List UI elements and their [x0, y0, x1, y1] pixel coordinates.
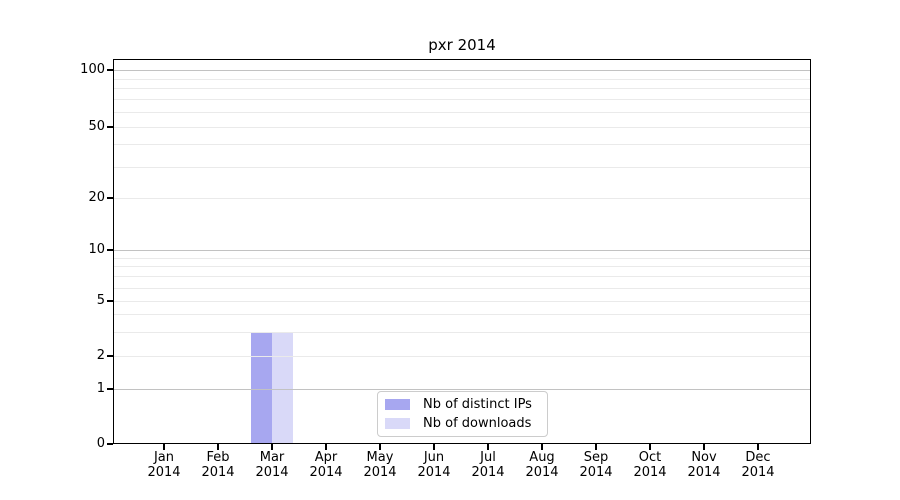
- x-tick-label-year: 2014: [525, 465, 559, 480]
- x-tick-label: Jun 2014: [402, 450, 466, 480]
- y-tick-label: 20: [88, 190, 105, 205]
- x-tick-label: Jul 2014: [456, 450, 520, 480]
- x-tick-label-year: 2014: [201, 465, 235, 480]
- x-tick-label-year: 2014: [309, 465, 343, 480]
- gridline-minor: [114, 144, 810, 146]
- y-tick: [107, 126, 113, 128]
- x-tick-label: Mar 2014: [240, 450, 304, 480]
- x-tick-label: Oct 2014: [618, 450, 682, 480]
- x-tick: [379, 444, 381, 450]
- x-tick: [217, 444, 219, 450]
- legend-label: Nb of downloads: [423, 415, 532, 431]
- y-tick-label: 100: [80, 62, 105, 77]
- gridline-minor: [114, 198, 810, 199]
- y-tick: [107, 443, 113, 445]
- gridline-minor: [114, 99, 810, 101]
- y-tick: [107, 300, 113, 302]
- x-tick-label-month: Oct: [638, 450, 662, 465]
- x-tick-label-month: Jan: [153, 450, 175, 465]
- x-tick-label-year: 2014: [471, 465, 505, 480]
- gridline-minor: [114, 166, 810, 168]
- y-tick-label: 50: [88, 119, 105, 134]
- x-tick-label: Feb 2014: [186, 450, 250, 480]
- legend: Nb of distinct IPs Nb of downloads: [377, 391, 548, 437]
- x-tick-label: Dec 2014: [726, 450, 790, 480]
- y-tick: [107, 69, 113, 71]
- y-tick: [107, 249, 113, 251]
- y-tick-label: 2: [96, 348, 105, 363]
- plot-border: [113, 59, 811, 444]
- x-tick-label: Nov 2014: [672, 450, 736, 480]
- x-tick-label: Aug 2014: [510, 450, 574, 480]
- x-tick-label-month: Apr: [314, 450, 338, 465]
- x-tick-label-year: 2014: [255, 465, 289, 480]
- y-tick: [107, 355, 113, 357]
- y-tick-label: 5: [96, 293, 105, 308]
- x-tick-label: Apr 2014: [294, 450, 358, 480]
- x-tick-label-year: 2014: [633, 465, 667, 480]
- gridline-minor: [114, 331, 810, 333]
- gridline-minor: [114, 356, 810, 357]
- x-tick-label-year: 2014: [363, 465, 397, 480]
- x-tick-label-month: Jun: [423, 450, 445, 465]
- bar-distinct-ips: [251, 331, 272, 444]
- x-tick: [325, 444, 327, 450]
- legend-swatch-downloads: [385, 418, 410, 429]
- x-tick-label-month: Sep: [583, 450, 609, 465]
- x-tick: [703, 444, 705, 450]
- gridline-minor: [114, 314, 810, 316]
- x-tick: [271, 444, 273, 450]
- y-tick-label: 1: [96, 381, 105, 396]
- x-tick: [487, 444, 489, 450]
- gridline-major: [114, 250, 810, 251]
- x-tick-label-year: 2014: [579, 465, 613, 480]
- x-tick-label-year: 2014: [741, 465, 775, 480]
- x-tick: [757, 444, 759, 450]
- x-tick: [433, 444, 435, 450]
- x-tick-label-year: 2014: [687, 465, 721, 480]
- x-tick-label-month: Mar: [259, 450, 285, 465]
- gridline-minor: [114, 78, 810, 80]
- y-tick: [107, 388, 113, 390]
- x-tick-label-month: Nov: [691, 450, 717, 465]
- gridline-minor: [114, 276, 810, 278]
- x-tick: [649, 444, 651, 450]
- legend-row: Nb of downloads: [385, 416, 547, 432]
- x-tick-label-month: Aug: [529, 450, 555, 465]
- x-tick-label: Jan 2014: [132, 450, 196, 480]
- y-tick-label: 10: [88, 242, 105, 257]
- x-tick-label-month: Jul: [480, 450, 496, 465]
- legend-row: Nb of distinct IPs: [385, 397, 547, 413]
- x-tick-label-month: Feb: [206, 450, 230, 465]
- y-tick-label: 0: [96, 436, 105, 451]
- legend-swatch-distinct-ips: [385, 399, 410, 410]
- legend-label: Nb of distinct IPs: [423, 396, 532, 412]
- gridline-major: [114, 389, 810, 390]
- gridline-minor: [114, 257, 810, 259]
- gridline-minor: [114, 266, 810, 268]
- gridline-major: [114, 70, 810, 71]
- x-tick-label-year: 2014: [147, 465, 181, 480]
- gridline-minor: [114, 127, 810, 128]
- x-tick-label: Sep 2014: [564, 450, 628, 480]
- gridline-minor: [114, 287, 810, 289]
- gridline-minor: [114, 112, 810, 113]
- x-tick-label-month: Dec: [745, 450, 771, 465]
- x-tick-label-month: May: [366, 450, 394, 465]
- bar-downloads: [272, 331, 293, 444]
- x-tick: [163, 444, 165, 450]
- gridline-minor: [114, 88, 810, 90]
- x-tick: [595, 444, 597, 450]
- chart-title: pxr 2014: [428, 36, 496, 54]
- x-tick-label: May 2014: [348, 450, 412, 480]
- y-tick: [107, 197, 113, 199]
- x-tick: [541, 444, 543, 450]
- x-tick-label-year: 2014: [417, 465, 451, 480]
- gridline-minor: [114, 301, 810, 302]
